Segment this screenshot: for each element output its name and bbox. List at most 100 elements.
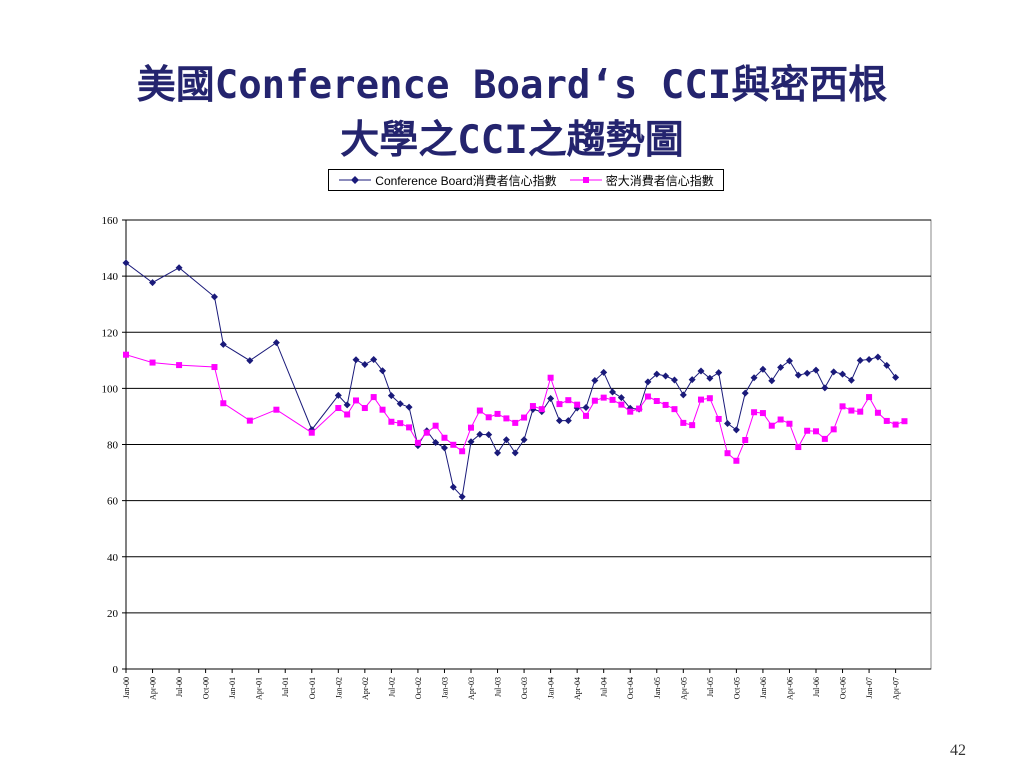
x-tick-label: Jan-04: [547, 677, 556, 698]
data-point-series-2: [547, 374, 554, 381]
data-point-series-1: [777, 363, 785, 371]
data-point-series-1: [768, 377, 776, 385]
y-tick-label: 100: [102, 383, 119, 395]
data-point-series-1: [600, 368, 608, 376]
x-tick-label: Apr-03: [467, 677, 476, 700]
data-point-series-2: [768, 422, 775, 429]
x-tick-label: Oct-03: [520, 677, 529, 699]
data-point-series-2: [423, 429, 430, 436]
x-tick-label: Apr-07: [892, 677, 901, 700]
data-point-series-1: [405, 403, 413, 411]
data-point-series-1: [865, 355, 873, 363]
data-point-series-1: [856, 356, 864, 364]
y-tick-label: 20: [107, 608, 119, 620]
data-point-series-2: [503, 415, 510, 422]
data-point-series-1: [520, 436, 528, 444]
x-tick-label: Oct-06: [839, 677, 848, 699]
x-tick-label: Oct-02: [414, 677, 423, 699]
y-tick-label: 140: [102, 271, 119, 283]
y-tick-label: 120: [102, 327, 119, 339]
data-point-series-1: [679, 391, 687, 399]
x-tick-label: Oct-05: [732, 677, 741, 699]
title-line-1: 美國Conference Board‘s CCI與密西根: [136, 63, 888, 108]
data-point-series-2: [565, 397, 572, 404]
data-point-series-1: [724, 419, 732, 427]
data-point-series-2: [459, 448, 466, 455]
data-point-series-1: [387, 392, 395, 400]
data-point-series-2: [414, 439, 421, 446]
y-tick-label: 160: [102, 215, 119, 227]
x-tick-label: Jan-03: [440, 677, 449, 698]
data-point-series-2: [883, 417, 890, 424]
data-point-series-2: [644, 393, 651, 400]
data-point-series-1: [803, 369, 811, 377]
x-tick-label: Jul-06: [812, 677, 821, 697]
data-point-series-1: [750, 374, 758, 382]
data-point-series-2: [583, 412, 589, 419]
legend-item-series1: Conference Board消費者信心指數: [338, 172, 557, 189]
x-tick-label: Jul-04: [600, 677, 609, 697]
data-point-series-2: [671, 406, 678, 413]
x-tick-label: Jan-00: [122, 677, 131, 698]
data-point-series-2: [211, 364, 218, 371]
legend-swatch-series1: [339, 176, 372, 184]
data-point-series-2: [556, 401, 563, 408]
data-point-series-1: [458, 493, 466, 501]
data-point-series-2: [335, 405, 342, 412]
data-point-series-1: [892, 373, 900, 381]
data-point-series-1: [688, 376, 696, 384]
x-tick-label: Apr-06: [785, 677, 794, 700]
data-point-series-2: [839, 403, 846, 410]
x-tick-label: Jul-03: [494, 677, 503, 697]
data-point-series-1: [609, 388, 617, 396]
x-tick-label: Jul-01: [281, 677, 290, 697]
data-point-series-1: [839, 370, 847, 378]
data-point-series-1: [343, 401, 351, 409]
data-point-series-2: [574, 401, 581, 408]
data-point-series-2: [468, 424, 474, 431]
data-point-series-2: [591, 397, 598, 404]
data-point-series-1: [670, 376, 678, 384]
data-point-series-2: [804, 427, 811, 434]
data-point-series-2: [724, 450, 731, 457]
slide-title: 美國Conference Board‘s CCI與密西根 大學之CCI之趨勢圖: [0, 58, 1024, 168]
x-tick-label: Apr-02: [361, 677, 370, 700]
data-point-series-2: [450, 441, 457, 448]
x-tick-label: Jan-05: [653, 677, 662, 698]
data-point-series-1: [883, 361, 891, 369]
data-point-series-1: [591, 377, 599, 385]
data-point-series-2: [830, 426, 837, 433]
data-point-series-1: [555, 417, 563, 425]
data-point-series-1: [794, 371, 802, 379]
data-point-series-2: [609, 396, 616, 403]
data-point-series-1: [352, 356, 360, 364]
data-point-series-1: [830, 368, 838, 376]
data-point-series-2: [821, 435, 828, 442]
data-point-series-1: [821, 384, 829, 392]
title-line-2: 大學之CCI之趨勢圖: [340, 118, 684, 163]
data-point-series-1: [379, 367, 387, 375]
data-point-series-2: [406, 424, 413, 431]
data-point-series-1: [617, 394, 625, 402]
data-point-series-1: [874, 353, 882, 361]
y-tick-label: 0: [113, 664, 119, 676]
x-tick-label: Apr-01: [255, 677, 264, 700]
y-tick-label: 80: [107, 440, 119, 452]
data-point-series-2: [892, 421, 899, 428]
data-point-series-2: [176, 362, 183, 369]
data-point-series-2: [441, 434, 448, 441]
x-tick-label: Jan-02: [334, 677, 343, 698]
data-point-series-2: [476, 407, 483, 414]
legend-label-series2: 密大消費者信心指數: [605, 173, 714, 188]
data-point-series-1: [847, 376, 855, 384]
data-point-series-1: [370, 355, 378, 363]
y-tick-label: 60: [107, 496, 119, 508]
data-point-series-2: [777, 416, 784, 423]
data-point-series-2: [706, 395, 713, 402]
data-point-series-1: [175, 264, 183, 272]
legend-swatch-series2: [569, 177, 602, 183]
data-point-series-1: [812, 366, 820, 374]
x-tick-label: Jan-01: [228, 677, 237, 698]
data-point-series-1: [785, 357, 793, 365]
